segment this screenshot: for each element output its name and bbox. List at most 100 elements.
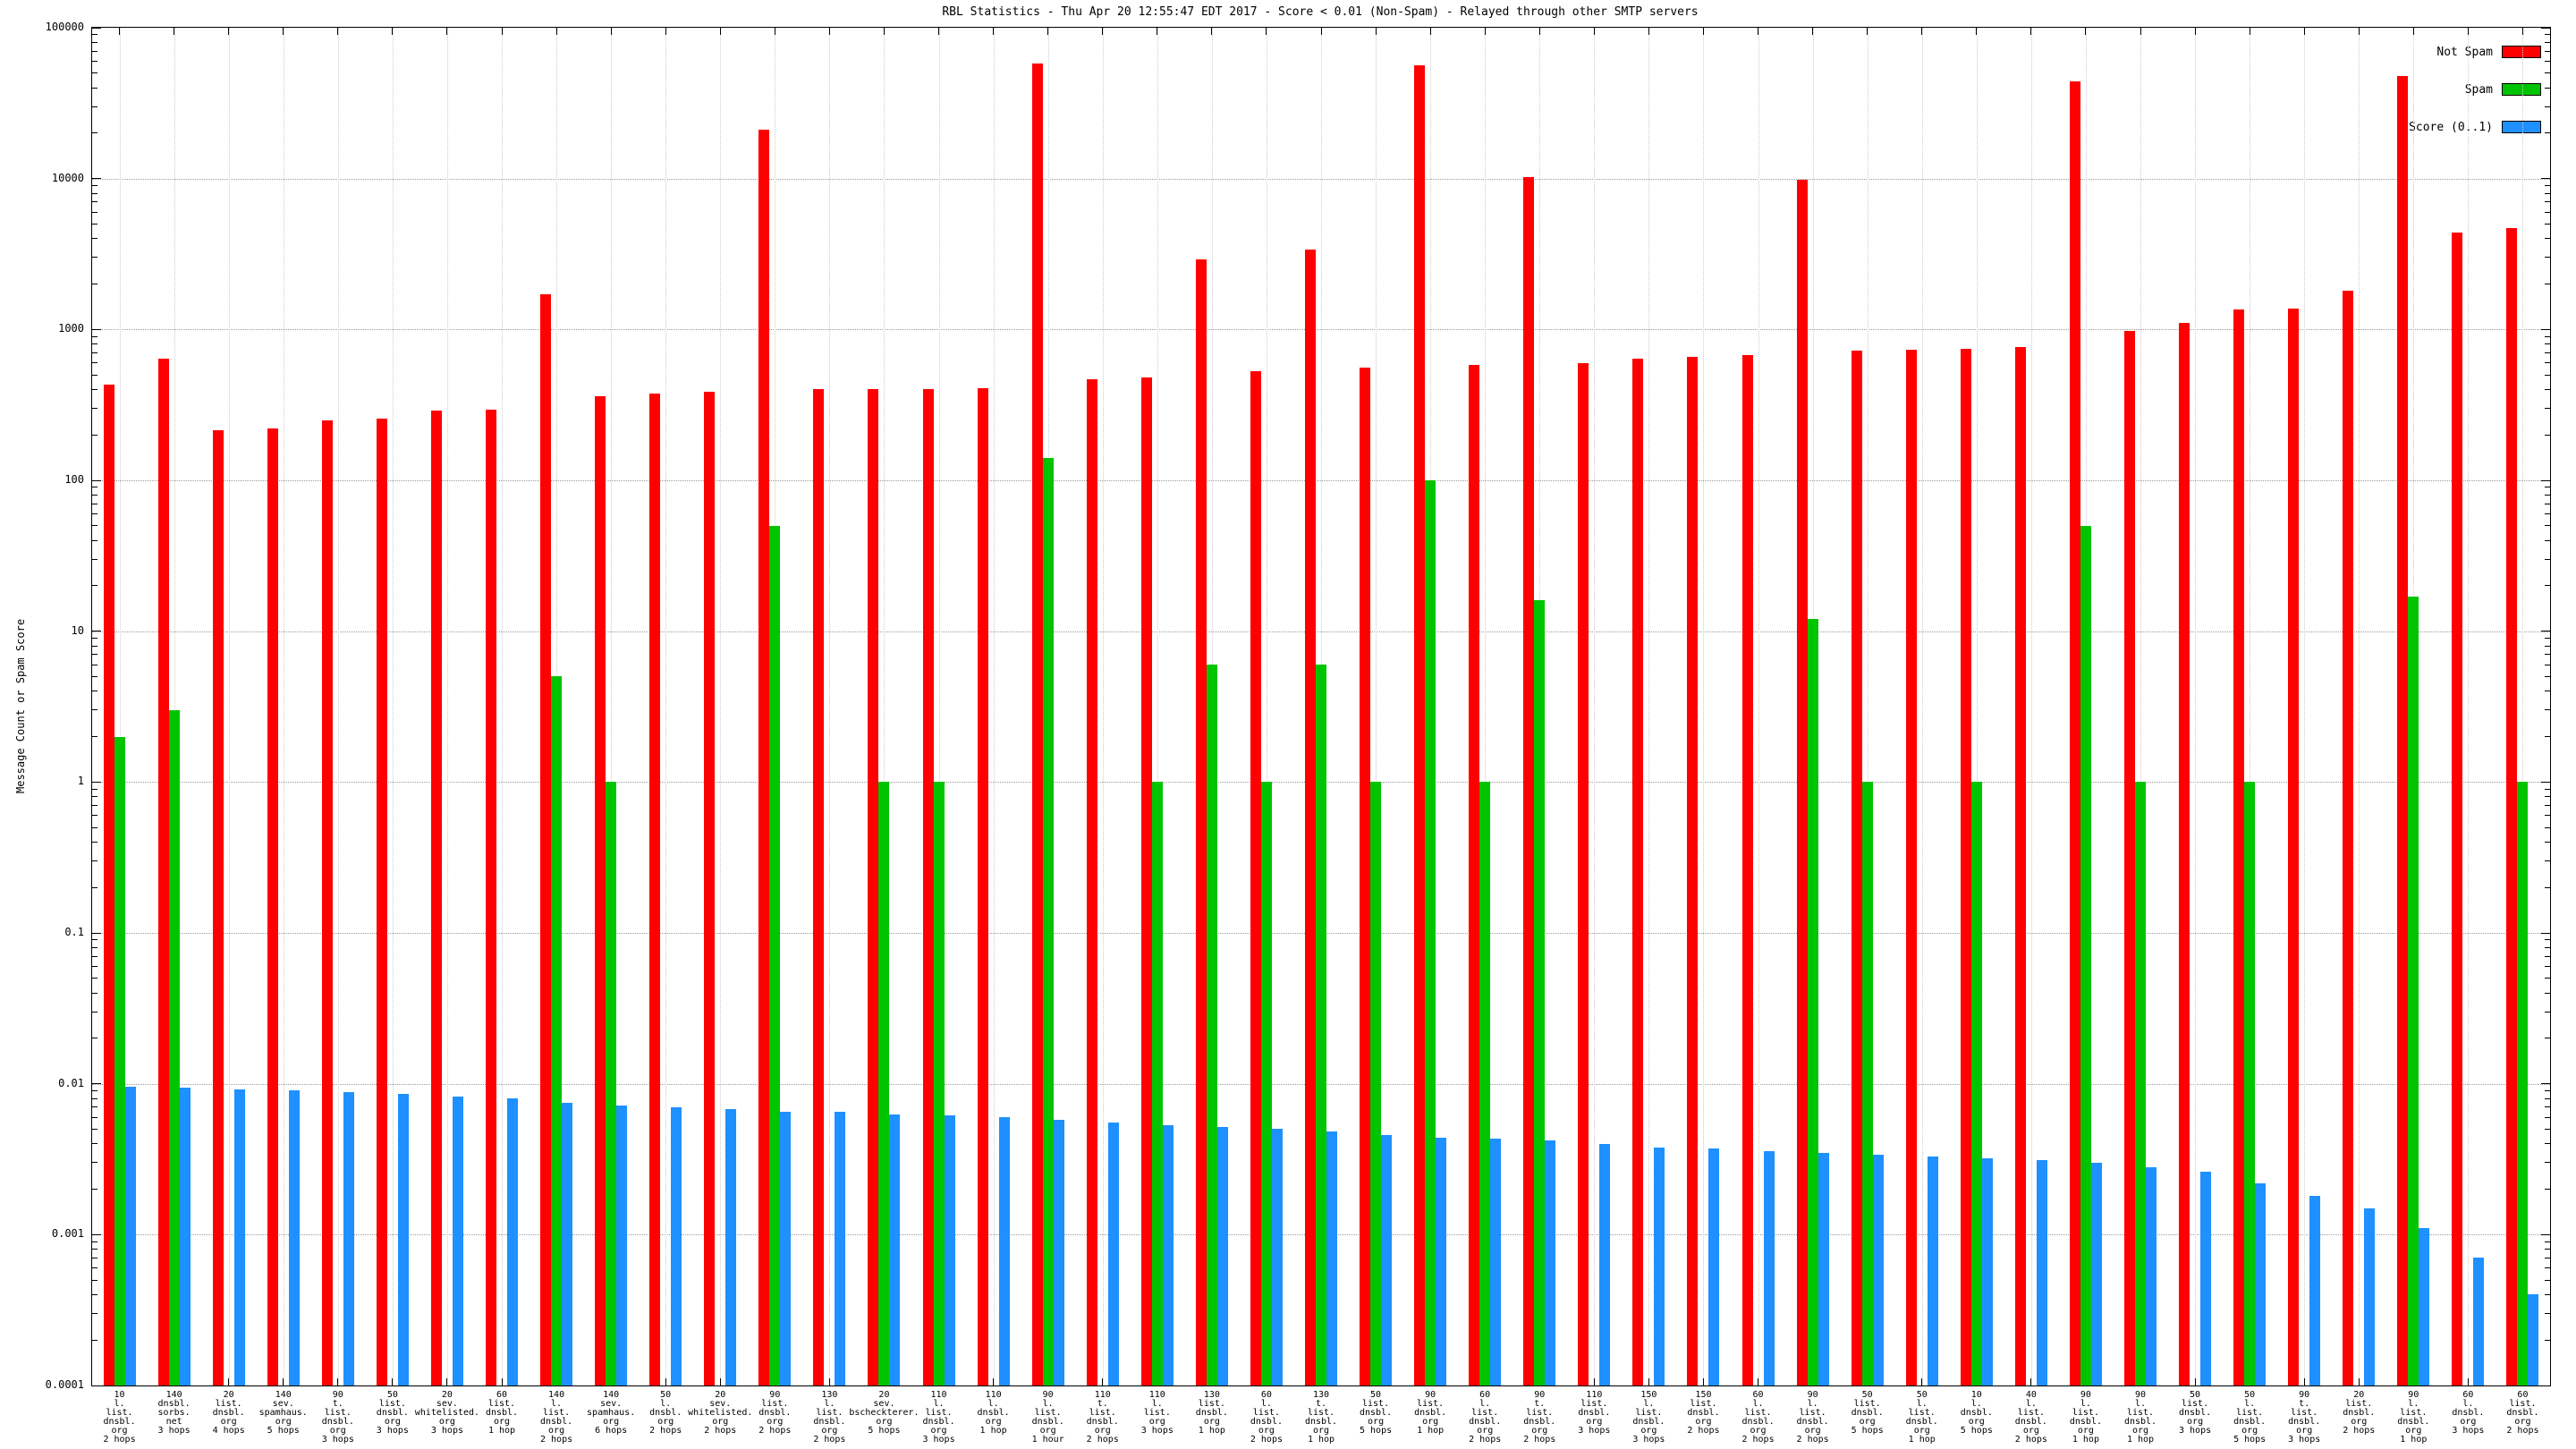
y-minor-tick xyxy=(92,1143,97,1145)
x-tick-label: 110 l. dnsbl. org 1 hop xyxy=(977,1390,1010,1436)
y-minor-tick xyxy=(2545,1116,2550,1118)
bar-score-0-1 xyxy=(124,1087,136,1385)
y-minor-tick xyxy=(2545,60,2550,62)
x-gridline xyxy=(1921,28,1923,1385)
y-minor-tick xyxy=(2545,41,2550,43)
x-tick-label: 90 t. list. dnsbl. org 3 hops xyxy=(2288,1390,2321,1445)
y-major-tick xyxy=(2541,1385,2550,1386)
bar-not-spam xyxy=(1578,362,1589,1385)
bar-score-0-1 xyxy=(1708,1148,1720,1385)
bar-not-spam xyxy=(1086,378,1097,1385)
bar-score-0-1 xyxy=(1927,1156,1938,1385)
y-major-tick xyxy=(2541,479,2550,481)
x-gridline xyxy=(1703,28,1705,1385)
bar-not-spam xyxy=(321,419,333,1385)
spam-swatch-icon xyxy=(2502,83,2541,96)
x-tick xyxy=(665,28,666,35)
legend-entry-spam: Spam xyxy=(2409,71,2541,108)
y-tick-label: 100000 xyxy=(45,21,84,33)
y-tick-label: 10 xyxy=(71,623,84,637)
x-gridline xyxy=(2030,28,2032,1385)
bar-score-0-1 xyxy=(2200,1172,2212,1385)
legend-label-not-spam: Not Spam xyxy=(2436,45,2493,59)
x-tick xyxy=(501,28,503,35)
bar-not-spam xyxy=(376,419,387,1385)
bar-spam xyxy=(933,782,945,1385)
y-minor-tick xyxy=(2545,736,2550,738)
x-tick-label: 90 l. list. dnsbl. org 1 hop xyxy=(2069,1390,2102,1445)
bar-score-0-1 xyxy=(1545,1140,1556,1385)
y-minor-tick xyxy=(92,939,97,941)
x-gridline xyxy=(2140,28,2141,1385)
x-tick xyxy=(446,1378,448,1385)
x-tick xyxy=(283,28,284,35)
x-tick xyxy=(2085,28,2087,35)
y-minor-tick xyxy=(2545,709,2550,711)
bar-not-spam xyxy=(486,409,496,1385)
y-minor-tick xyxy=(2545,1143,2550,1145)
bar-spam xyxy=(168,709,180,1385)
bar-not-spam xyxy=(2343,291,2354,1385)
bar-score-0-1 xyxy=(507,1098,518,1385)
y-minor-tick xyxy=(92,34,97,36)
y-major-tick xyxy=(2541,1233,2550,1235)
y-minor-tick xyxy=(2545,525,2550,527)
y-minor-tick xyxy=(92,352,97,353)
x-tick xyxy=(1211,28,1213,35)
x-tick xyxy=(1702,1378,1704,1385)
x-tick-label: 60 list. dnsbl. org 1 hop xyxy=(485,1390,519,1436)
y-minor-tick xyxy=(2545,513,2550,514)
bar-score-0-1 xyxy=(2473,1258,2485,1385)
x-tick xyxy=(2467,1378,2469,1385)
y-minor-tick xyxy=(92,992,97,994)
bar-spam xyxy=(2080,525,2091,1385)
y-minor-tick xyxy=(2545,223,2550,225)
bar-score-0-1 xyxy=(2528,1294,2539,1385)
y-minor-tick xyxy=(92,796,97,798)
y-minor-tick xyxy=(92,804,97,806)
y-minor-tick xyxy=(92,1097,97,1099)
x-tick-label: 50 list. dnsbl. org 3 hops xyxy=(2179,1390,2212,1436)
x-tick-label: 150 l. list. dnsbl. org 3 hops xyxy=(1632,1390,1665,1445)
x-tick xyxy=(719,1378,721,1385)
bar-spam xyxy=(1370,782,1382,1385)
bar-score-0-1 xyxy=(780,1112,792,1385)
bar-not-spam xyxy=(1140,377,1152,1385)
y-minor-tick xyxy=(92,841,97,843)
bar-not-spam xyxy=(157,359,169,1385)
bar-score-0-1 xyxy=(288,1090,300,1385)
y-minor-tick xyxy=(2545,675,2550,677)
bar-spam xyxy=(1316,665,1326,1385)
y-major-tick xyxy=(2541,1083,2550,1085)
legend: Not Spam Spam Score (0..1) xyxy=(2409,33,2541,146)
y-minor-tick xyxy=(2545,654,2550,656)
y-minor-tick xyxy=(2545,1162,2550,1164)
x-tick xyxy=(2467,28,2469,35)
x-tick-label: 90 list. dnsbl. org 2 hops xyxy=(758,1390,792,1436)
x-tick xyxy=(228,28,230,35)
bar-score-0-1 xyxy=(1216,1126,1228,1385)
y-minor-tick xyxy=(92,1249,97,1250)
x-tick xyxy=(1702,28,1704,35)
x-tick xyxy=(828,1378,830,1385)
y-minor-tick xyxy=(92,192,97,194)
x-tick xyxy=(993,28,995,35)
x-tick xyxy=(2030,28,2032,35)
legend-label-spam: Spam xyxy=(2464,82,2493,97)
y-tick-label: 10000 xyxy=(51,171,84,184)
bar-not-spam xyxy=(2014,347,2026,1385)
x-tick xyxy=(2358,1378,2360,1385)
x-tick-label: 110 list. dnsbl. org 3 hops xyxy=(1578,1390,1611,1436)
bar-not-spam xyxy=(2397,75,2409,1385)
y-minor-tick xyxy=(92,72,97,74)
x-tick-label: 50 list. dnsbl. org 3 hops xyxy=(376,1390,409,1436)
x-gridline xyxy=(1648,28,1650,1385)
x-tick xyxy=(2521,28,2523,35)
x-tick xyxy=(2412,28,2414,35)
y-minor-tick xyxy=(92,238,97,240)
bar-score-0-1 xyxy=(233,1089,245,1385)
x-gridline xyxy=(2468,28,2470,1385)
x-tick-label: 50 l. dnsbl. org 2 hops xyxy=(649,1390,682,1436)
x-gridline xyxy=(392,28,394,1385)
bar-score-0-1 xyxy=(562,1102,573,1385)
